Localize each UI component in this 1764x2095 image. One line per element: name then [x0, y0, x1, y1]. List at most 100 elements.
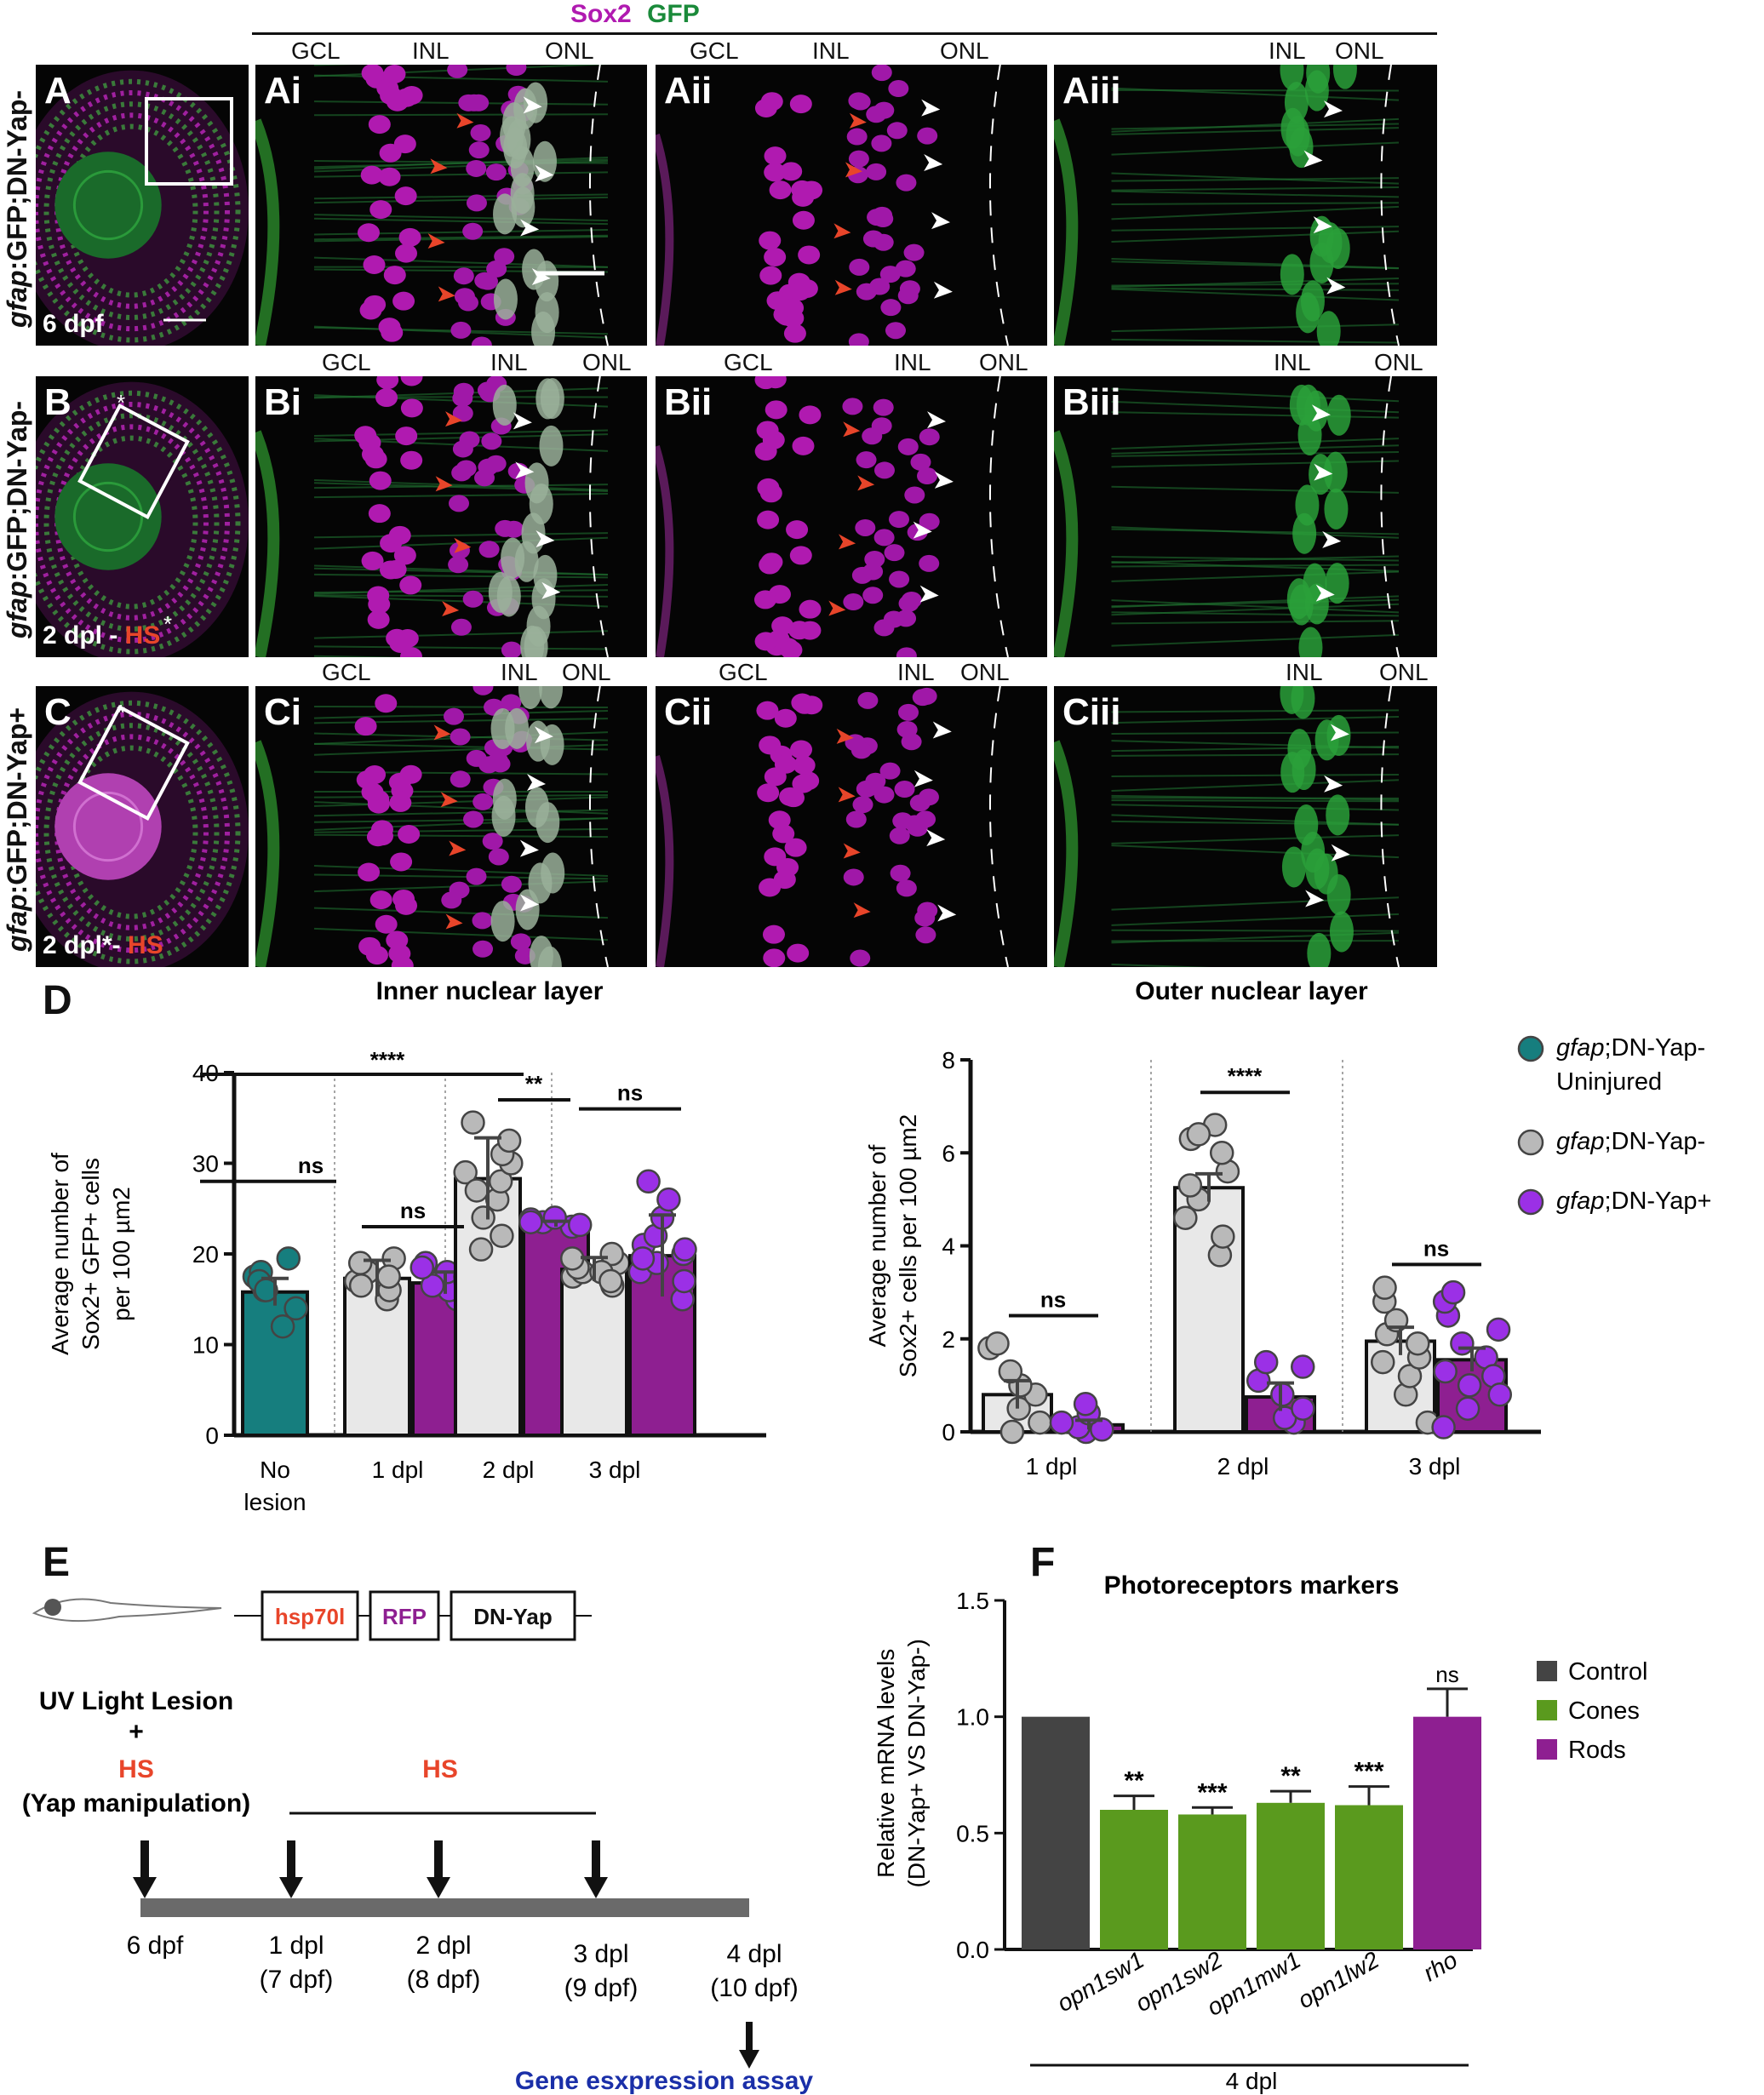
- retina-ring: [36, 700, 241, 965]
- inl-nucleus: [448, 556, 469, 574]
- gcl-nucleus: [393, 546, 416, 565]
- inl-nucleus: [846, 128, 868, 146]
- hs-label: HS: [128, 931, 163, 959]
- arrowhead-white: [927, 411, 947, 429]
- inl-nucleus: [852, 796, 873, 814]
- inl-nucleus: [871, 65, 892, 82]
- timepoint-sublabel: (8 dpf): [407, 1966, 481, 1994]
- arrowhead-white: [1315, 584, 1335, 602]
- inl-nucleus: [472, 793, 494, 810]
- sig-label: ****: [1228, 1063, 1263, 1089]
- panel-label: C: [44, 691, 72, 733]
- bar: [1335, 1805, 1403, 1949]
- glia-fiber: [313, 827, 609, 833]
- gcl-nucleus: [369, 471, 392, 490]
- gcl-nucleus: [768, 810, 791, 830]
- muller-cell: [537, 946, 562, 967]
- gcl-nucleus: [759, 266, 782, 285]
- layer-label-inl: INL: [1286, 659, 1323, 685]
- glia-fiber: [1111, 278, 1400, 288]
- gcl-nucleus: [376, 376, 399, 390]
- retina-ring: [36, 78, 241, 343]
- construct-label: RFP: [382, 1604, 427, 1629]
- muller-cell: [1323, 451, 1348, 493]
- gcl-nucleus: [396, 628, 419, 648]
- arrowhead-white: [924, 154, 943, 172]
- construct-box: [450, 1590, 576, 1641]
- onl-boundary: [588, 376, 609, 657]
- data-point: [598, 1268, 623, 1294]
- inl-nucleus: [896, 174, 917, 192]
- gcl-nucleus: [399, 575, 422, 595]
- gcl-nucleus: [789, 546, 812, 565]
- arrowhead-white: [1330, 724, 1349, 741]
- arrowhead-red: [849, 112, 867, 129]
- inl-nucleus: [917, 127, 938, 145]
- genotype-italic: gfap: [2, 581, 32, 638]
- arrowhead-white: [535, 164, 554, 182]
- panel-label: Aii: [664, 70, 713, 112]
- gcl-nucleus: [388, 772, 411, 792]
- arrow-head: [279, 1877, 303, 1898]
- hs-label: HS: [124, 621, 161, 650]
- arrowhead-white: [919, 585, 939, 603]
- gcl-nucleus: [774, 754, 797, 774]
- bar: [1178, 1814, 1246, 1949]
- lens-ring: [72, 169, 144, 241]
- channel-header: Sox2 GFP: [570, 0, 700, 29]
- glia-fiber: [1111, 400, 1400, 414]
- data-point: [1211, 1224, 1235, 1249]
- micrograph-b: * * B 2 dpl - HS: [36, 376, 249, 657]
- micrograph-art: [36, 70, 249, 346]
- gcl-nucleus: [771, 616, 794, 636]
- data-point: [673, 1237, 697, 1262]
- data-point: [1270, 1382, 1295, 1407]
- inl-nucleus: [919, 554, 940, 572]
- arrowhead-white: [931, 212, 951, 230]
- inl-nucleus: [472, 940, 494, 958]
- muller-cell: [1301, 831, 1326, 873]
- gcl-nucleus: [375, 388, 398, 408]
- glia-fiber: [1111, 633, 1400, 647]
- glia-fiber: [1111, 186, 1400, 192]
- gcl-nucleus: [786, 520, 809, 540]
- gcl-nucleus: [368, 504, 391, 524]
- gcl-nucleus: [799, 599, 822, 619]
- inl-nucleus: [470, 124, 491, 142]
- arrowhead-red: [838, 787, 856, 803]
- layer-label-inl: INL: [897, 659, 935, 685]
- muller-cell: [528, 862, 553, 904]
- data-point: [453, 1159, 478, 1185]
- sig-label: **: [1280, 1762, 1301, 1790]
- onl-boundary: [988, 686, 1009, 967]
- inl-nucleus: [869, 278, 891, 295]
- data-point: [1291, 1354, 1315, 1379]
- inl-nucleus: [873, 461, 895, 479]
- glia-fiber: [1111, 230, 1400, 243]
- inl-nucleus: [451, 464, 472, 482]
- arrowhead-white: [1314, 463, 1333, 481]
- muller-cell: [1298, 627, 1323, 657]
- data-point: [464, 1178, 490, 1203]
- arrowhead-white: [1331, 844, 1350, 861]
- data-point: [518, 1210, 543, 1234]
- roi-box: [77, 705, 190, 821]
- glia-fiber: [313, 927, 609, 942]
- inl-nucleus: [896, 879, 917, 897]
- layer-label-gcl: GCL: [690, 37, 739, 64]
- data-point: [599, 1241, 624, 1267]
- glia-fiber: [1111, 190, 1400, 198]
- muller-cell: [1325, 563, 1349, 604]
- glia-fiber: [1111, 611, 1400, 617]
- arrowhead-red: [839, 534, 856, 550]
- glia-fiber: [1111, 123, 1400, 130]
- arrowhead-white: [536, 530, 555, 548]
- x-tick-label: 1 dpl: [372, 1457, 424, 1483]
- sox2-label: Sox2: [570, 0, 632, 28]
- y-tick-label: 4: [942, 1234, 955, 1260]
- muller-cell: [1329, 911, 1354, 953]
- muller-cell: [1280, 686, 1304, 714]
- y-axis-label: Sox2+ cells per 100 µm2: [895, 1114, 921, 1378]
- gcl-nucleus: [381, 323, 404, 342]
- data-point: [1431, 1415, 1456, 1440]
